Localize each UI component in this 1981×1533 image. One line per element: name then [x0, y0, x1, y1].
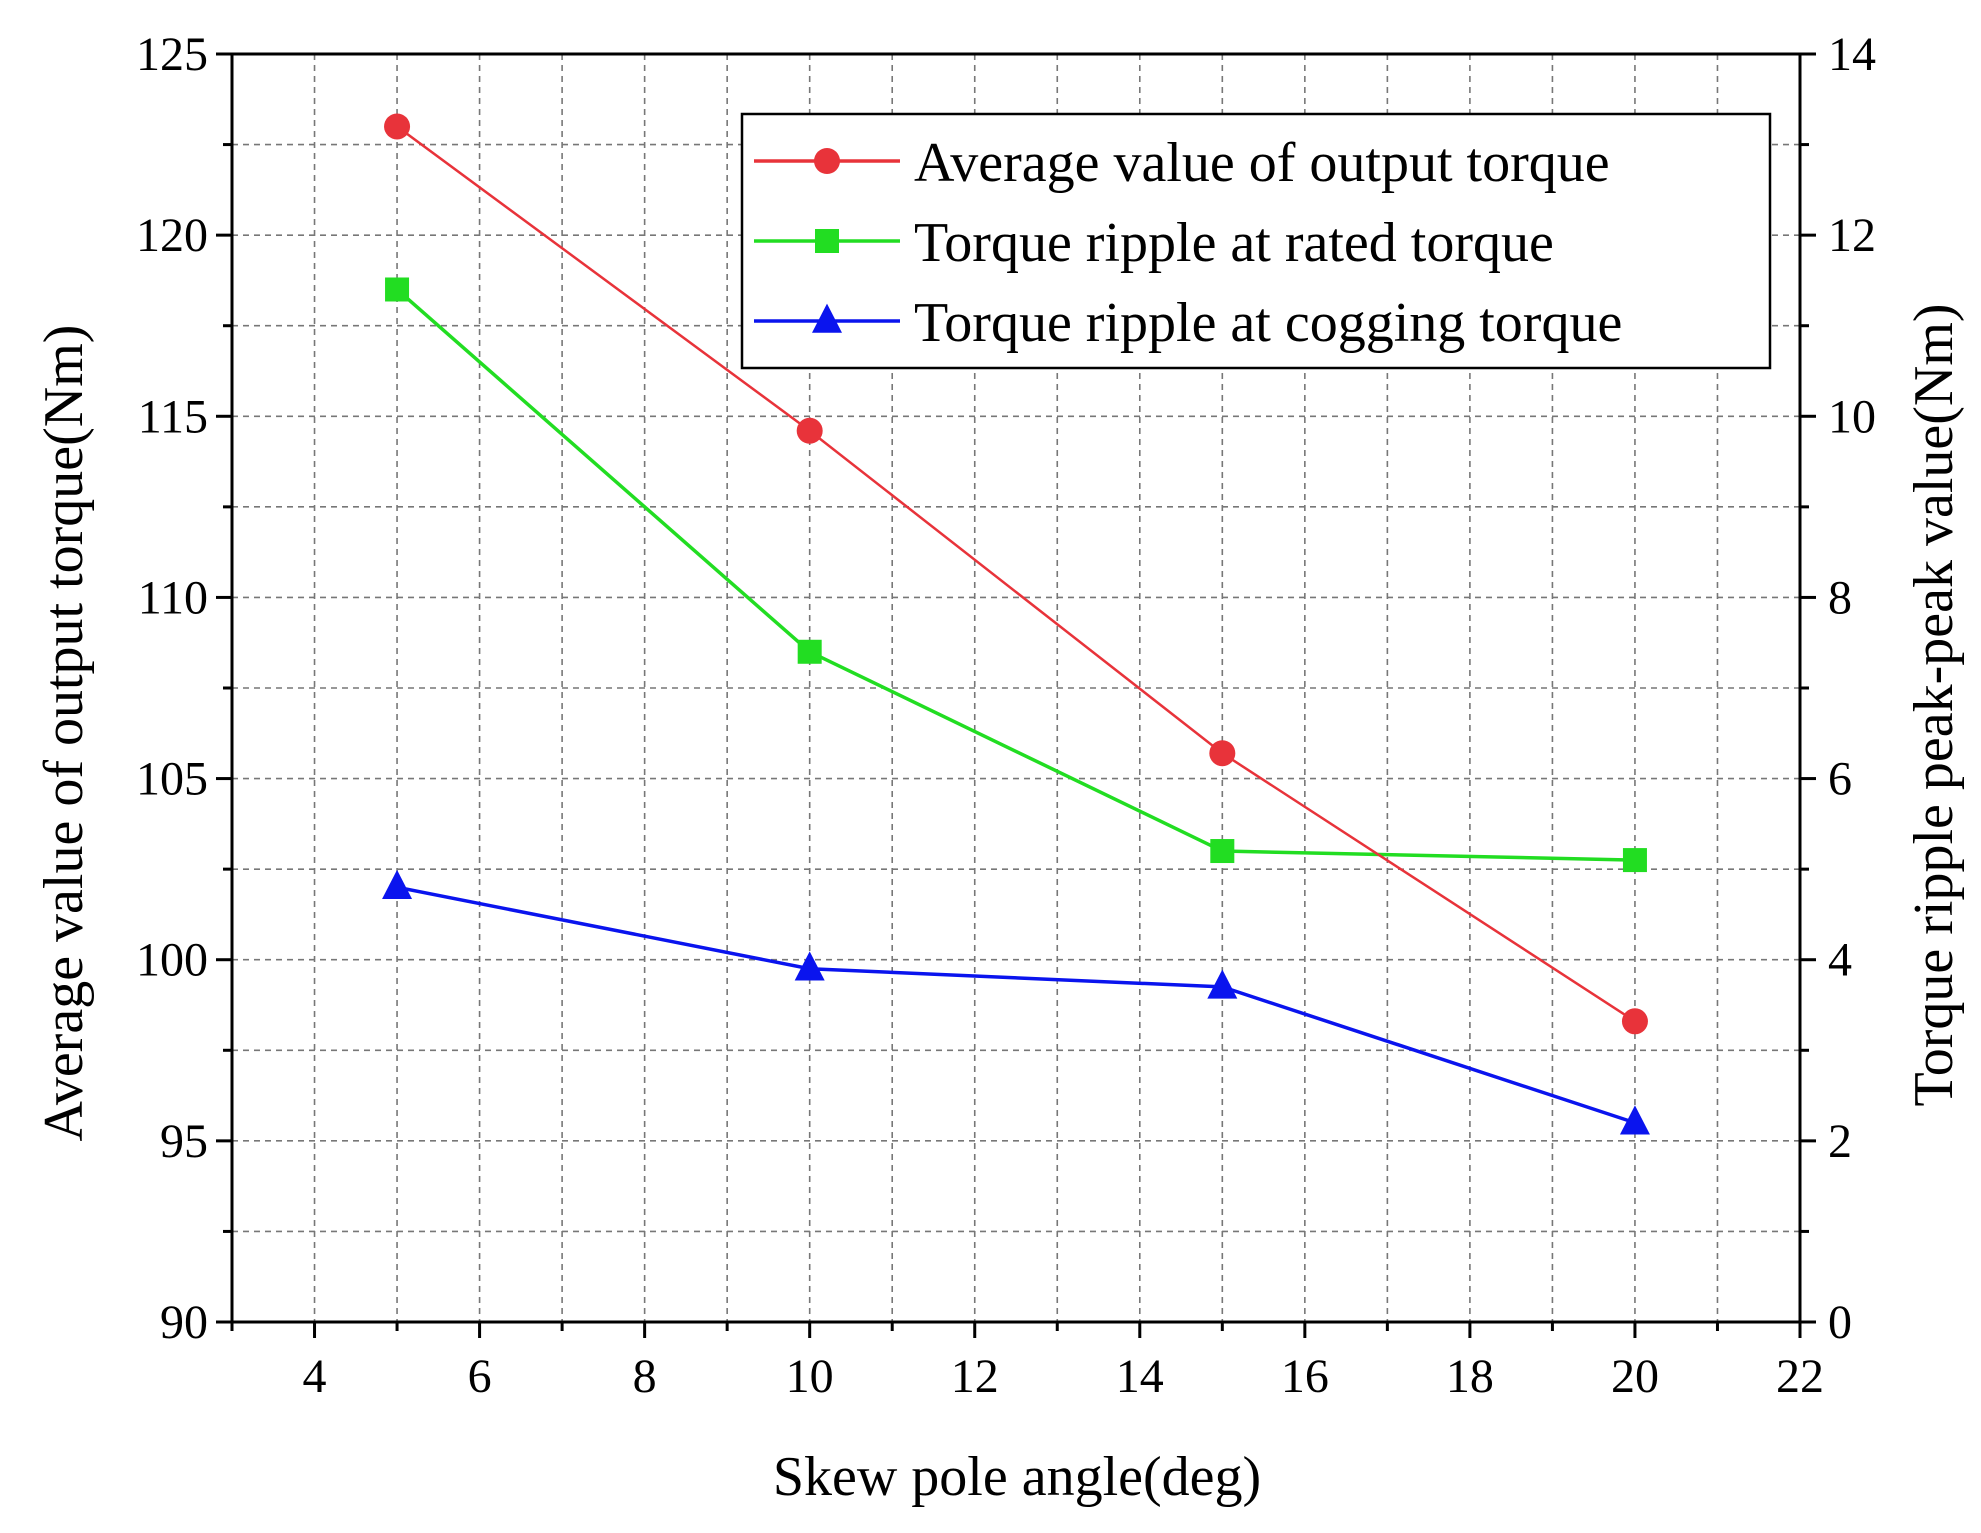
data-point-torque-ripple-at-cogging-torque [1207, 969, 1238, 999]
y-right-tick-label: 10 [1828, 390, 1876, 443]
x-tick-label: 6 [468, 1350, 492, 1403]
y-right-tick-label: 12 [1828, 209, 1876, 262]
y-left-tick-label: 125 [136, 28, 208, 81]
y-right-tick-label: 6 [1828, 753, 1852, 806]
series-line-torque-ripple-at-cogging-torque [396, 885, 1636, 1125]
data-point-torque-ripple-at-rated-torque [1622, 848, 1647, 873]
x-axis-title: Skew pole angle(deg) [773, 1446, 1261, 1508]
legend-marker [814, 148, 840, 174]
x-tick-label: 20 [1611, 1350, 1659, 1403]
data-point-torque-ripple-at-rated-torque [1210, 839, 1235, 864]
x-tick-label: 14 [1116, 1350, 1164, 1403]
x-tick-label: 12 [951, 1350, 999, 1403]
x-tick-label: 18 [1446, 1350, 1494, 1403]
y-axis-left-title: Average value of output torque(Nm) [33, 325, 95, 1142]
data-point-torque-ripple-at-cogging-torque [382, 869, 413, 900]
series-line-torque-ripple-at-rated-torque [395, 288, 1635, 862]
y-left-tick-label: 105 [136, 753, 208, 806]
x-tick-label: 16 [1281, 1350, 1329, 1403]
x-tick-label: 10 [786, 1350, 834, 1403]
legend-label: Torque ripple at rated torque [914, 212, 1554, 274]
data-point-average-value-of-output-torque [1209, 740, 1236, 767]
legend-box [740, 112, 1772, 370]
data-point-torque-ripple-at-cogging-torque [794, 951, 825, 981]
legend-label: Average value of output torque [914, 132, 1610, 194]
y-right-tick-label: 8 [1828, 571, 1852, 624]
legend-marker [812, 303, 842, 333]
y-left-tick-label: 90 [160, 1296, 208, 1349]
y-right-tick-label: 2 [1828, 1115, 1852, 1168]
data-point-average-value-of-output-torque [1621, 1008, 1648, 1035]
y-right-tick-label: 4 [1828, 934, 1852, 987]
x-tick-label: 8 [633, 1350, 657, 1403]
data-point-torque-ripple-at-rated-torque [797, 639, 822, 664]
data-point-torque-ripple-at-cogging-torque [1619, 1105, 1650, 1135]
y-left-tick-label: 95 [160, 1115, 208, 1168]
legend-marker [815, 229, 839, 253]
y-left-tick-label: 110 [138, 571, 208, 624]
data-point-average-value-of-output-torque [796, 417, 823, 444]
x-tick-label: 22 [1776, 1350, 1824, 1403]
y-axis-right-title: Torque ripple peak-peak value(Nm) [1903, 303, 1965, 1106]
series-line-average-value-of-output-torque [396, 125, 1636, 1023]
data-point-torque-ripple-at-rated-torque [385, 277, 410, 302]
y-right-tick-label: 0 [1828, 1296, 1852, 1349]
x-tick-label: 4 [303, 1350, 327, 1403]
y-left-tick-label: 100 [136, 934, 208, 987]
data-point-average-value-of-output-torque [384, 113, 411, 140]
series-layer [382, 113, 1650, 1135]
y-left-tick-label: 120 [136, 209, 208, 262]
y-left-tick-label: 115 [138, 390, 208, 443]
y-right-tick-label: 14 [1828, 28, 1876, 81]
legend-label: Torque ripple at cogging torque [914, 292, 1622, 354]
axes: 4 6 8 10 12 14 16 18 20 22 90 95 100 105 110 115 120 125 0… [136, 28, 1876, 1403]
legend: Average value of output torque Torque rip… [740, 112, 1772, 370]
